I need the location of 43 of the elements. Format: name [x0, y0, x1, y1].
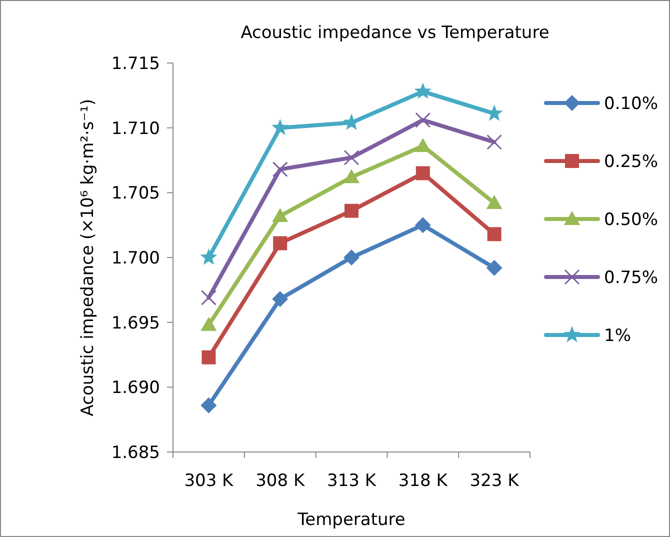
point	[414, 217, 431, 234]
point	[416, 166, 430, 180]
y-tick-label: 1.695	[111, 313, 160, 334]
point	[200, 397, 217, 414]
y-axis-title: Acoustic impedance (×10⁶ kg·m²·s⁻¹)	[78, 98, 98, 416]
point	[414, 138, 431, 152]
point	[272, 162, 288, 178]
point	[202, 350, 216, 364]
x-tick-label: 313 K	[327, 471, 377, 491]
point	[415, 112, 431, 128]
legend-label: 0.10%	[604, 94, 658, 114]
legend-label: 0.75%	[604, 268, 658, 288]
legend-label: 0.25%	[604, 152, 658, 172]
point	[344, 250, 360, 266]
point	[200, 248, 218, 265]
point	[200, 290, 216, 306]
y-tick-label: 1.715	[111, 54, 160, 74]
point	[200, 316, 217, 331]
point	[272, 118, 289, 136]
point	[344, 150, 360, 166]
point	[344, 204, 358, 218]
point	[344, 169, 360, 184]
point	[487, 227, 502, 242]
x-tick-label: 323 K	[470, 471, 520, 491]
chart-title: Acoustic impedance vs Temperature	[240, 23, 550, 43]
x-axis-title: Temperature	[296, 510, 406, 530]
y-tick-label: 1.690	[111, 378, 160, 398]
point	[414, 82, 432, 99]
point	[272, 208, 288, 222]
y-tick-label: 1.685	[111, 442, 160, 463]
y-tick-label: 1.700	[111, 248, 160, 268]
y-tick-label: 1.710	[111, 118, 160, 139]
legend-label: 0.50%	[604, 210, 658, 230]
y-tick-label: 1.705	[111, 184, 160, 204]
x-tick-label: 303 K	[184, 471, 234, 491]
point	[486, 134, 502, 150]
legend-label: 1%	[604, 326, 631, 346]
point	[272, 290, 288, 307]
x-tick-label: 308 K	[256, 471, 306, 491]
point	[486, 195, 502, 210]
x-tick-label: 318 K	[398, 471, 448, 491]
point	[486, 260, 502, 276]
point	[273, 236, 288, 250]
